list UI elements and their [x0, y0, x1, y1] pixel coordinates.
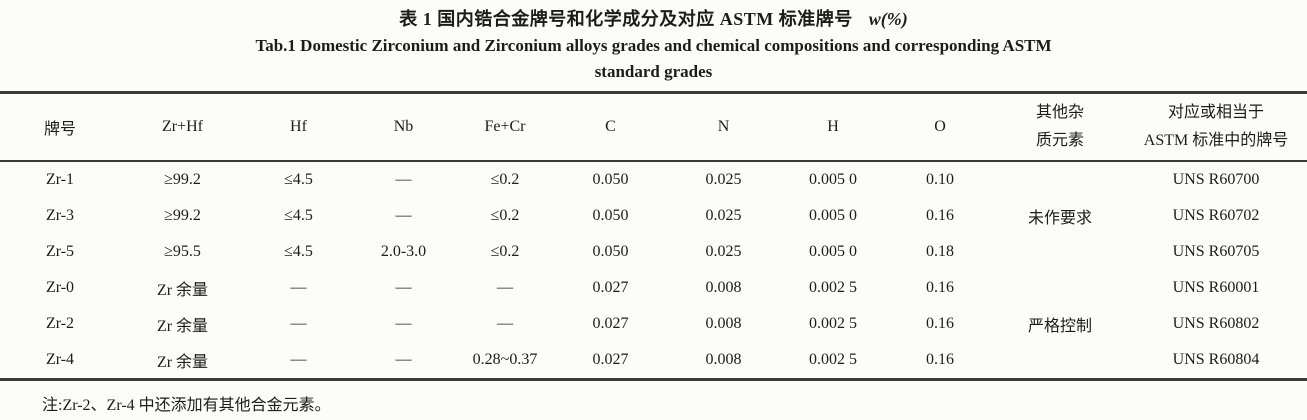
- col-header-astm-line2: ASTM 标准中的牌号: [1143, 132, 1289, 149]
- cell-n: 0.008: [705, 351, 742, 368]
- cell-astm: UNS R60802: [1172, 315, 1260, 332]
- cell-grade: Zr-1: [45, 171, 75, 188]
- cell-hf: ≤4.5: [284, 207, 313, 224]
- col-header-o: O: [885, 92, 995, 162]
- cell-h: 0.002 5: [809, 279, 857, 296]
- col-header-astm: 对应或相当于 ASTM 标准中的牌号: [1125, 92, 1307, 162]
- cell-o: 0.10: [926, 171, 954, 188]
- cell-h: 0.005 0: [809, 243, 857, 260]
- header-row: 牌号 Zr+Hf Hf Nb Fe+Cr C N H O 其他杂 质元素 对应或…: [0, 92, 1307, 162]
- cell-fe-cr: —: [497, 315, 513, 332]
- cell-nb: —: [395, 351, 412, 368]
- composition-table: 牌号 Zr+Hf Hf Nb Fe+Cr C N H O 其他杂 质元素 对应或…: [0, 91, 1307, 381]
- cell-astm: UNS R60001: [1172, 279, 1260, 296]
- cell-zr-hf: ≥99.2: [164, 171, 201, 188]
- col-header-zr-hf: Zr+Hf: [120, 92, 245, 162]
- cell-astm: UNS R60700: [1172, 171, 1260, 188]
- cell-h: 0.005 0: [809, 171, 857, 188]
- cell-c: 0.027: [592, 315, 629, 332]
- cell-n: 0.025: [705, 171, 742, 188]
- cell-hf: ≤4.5: [284, 171, 313, 188]
- cell-c: 0.050: [592, 207, 629, 224]
- cell-nb: —: [395, 279, 412, 296]
- col-header-c: C: [555, 92, 666, 162]
- cell-zr-hf: Zr 余量: [156, 282, 209, 299]
- table-row: Zr-4 Zr 余量 — — 0.28~0.37 0.027 0.008 0.0…: [0, 342, 1307, 380]
- cell-zr-hf: ≥95.5: [164, 243, 201, 260]
- cell-n: 0.025: [705, 243, 742, 260]
- cell-nb: —: [395, 315, 412, 332]
- cell-nb: —: [395, 171, 412, 188]
- col-header-fe-cr: Fe+Cr: [455, 92, 555, 162]
- cell-grade: Zr-5: [45, 243, 75, 260]
- cell-fe-cr: ≤0.2: [490, 243, 520, 260]
- cell-o: 0.16: [926, 315, 954, 332]
- col-header-hf: Hf: [245, 92, 352, 162]
- cell-o: 0.16: [926, 351, 954, 368]
- cell-nb: 2.0-3.0: [380, 243, 427, 260]
- caption-unit: w(%): [868, 9, 908, 29]
- cell-zr-hf: ≥99.2: [164, 207, 201, 224]
- cell-astm: UNS R60705: [1172, 243, 1260, 260]
- col-header-impurity-line1: 其他杂: [1035, 104, 1084, 121]
- cell-impurity-group-2: 严格控制: [1027, 318, 1092, 335]
- col-header-impurity-line2: 质元素: [1035, 132, 1084, 149]
- table-caption-en-line2: standard grades: [594, 62, 713, 81]
- cell-c: 0.027: [592, 279, 629, 296]
- cell-h: 0.002 5: [809, 315, 857, 332]
- cell-grade: Zr-2: [45, 315, 75, 332]
- cell-zr-hf: Zr 余量: [156, 354, 209, 371]
- col-header-grade: 牌号: [0, 92, 120, 162]
- cell-astm: UNS R60702: [1172, 207, 1260, 224]
- cell-hf: —: [290, 315, 307, 332]
- cell-n: 0.008: [705, 279, 742, 296]
- cell-fe-cr: ≤0.2: [490, 207, 520, 224]
- cell-c: 0.027: [592, 351, 629, 368]
- cell-n: 0.008: [705, 315, 742, 332]
- col-header-impurity: 其他杂 质元素: [995, 92, 1125, 162]
- cell-hf: ≤4.5: [284, 243, 313, 260]
- table-caption-zh: 表 1 国内锆合金牌号和化学成分及对应 ASTM 标准牌号 w(%): [0, 6, 1307, 33]
- cell-h: 0.002 5: [809, 351, 857, 368]
- cell-c: 0.050: [592, 243, 629, 260]
- cell-impurity-group-1: 未作要求: [1027, 210, 1092, 227]
- table-row: Zr-3 ≥99.2 ≤4.5 — ≤0.2 0.050 0.025 0.005…: [0, 198, 1307, 234]
- cell-astm: UNS R60804: [1172, 351, 1260, 368]
- table-caption-en-line1: Tab.1 Domestic Zirconium and Zirconium a…: [255, 36, 1052, 55]
- col-header-astm-line1: 对应或相当于: [1167, 104, 1264, 121]
- cell-fe-cr: 0.28~0.37: [472, 351, 538, 368]
- cell-h: 0.005 0: [809, 207, 857, 224]
- table-row: Zr-0 Zr 余量 — — — 0.027 0.008 0.002 5 0.1…: [0, 270, 1307, 335]
- table-row: Zr-1 ≥99.2 ≤4.5 — ≤0.2 0.050 0.025 0.005…: [0, 161, 1307, 227]
- cell-grade: Zr-4: [45, 351, 75, 368]
- cell-zr-hf: Zr 余量: [156, 318, 209, 335]
- caption-zh-text: 表 1 国内锆合金牌号和化学成分及对应 ASTM 标准牌号: [399, 9, 853, 29]
- cell-o: 0.18: [926, 243, 954, 260]
- col-header-n: N: [666, 92, 781, 162]
- footnote: 注:Zr-2、Zr-4 中还添加有其他合金元素。: [42, 397, 331, 414]
- cell-grade: Zr-3: [45, 207, 75, 224]
- cell-c: 0.050: [592, 171, 629, 188]
- cell-n: 0.025: [705, 207, 742, 224]
- cell-o: 0.16: [926, 279, 954, 296]
- cell-fe-cr: —: [497, 279, 513, 296]
- cell-hf: —: [290, 279, 307, 296]
- cell-hf: —: [290, 351, 307, 368]
- table-row: Zr-2 Zr 余量 — — — 0.027 0.008 0.002 5 0.1…: [0, 306, 1307, 342]
- cell-o: 0.16: [926, 207, 954, 224]
- cell-fe-cr: ≤0.2: [490, 171, 520, 188]
- cell-nb: —: [395, 207, 412, 224]
- table-row: Zr-5 ≥95.5 ≤4.5 2.0-3.0 ≤0.2 0.050 0.025…: [0, 234, 1307, 270]
- col-header-h: H: [781, 92, 885, 162]
- cell-grade: Zr-0: [45, 279, 75, 296]
- col-header-nb: Nb: [352, 92, 455, 162]
